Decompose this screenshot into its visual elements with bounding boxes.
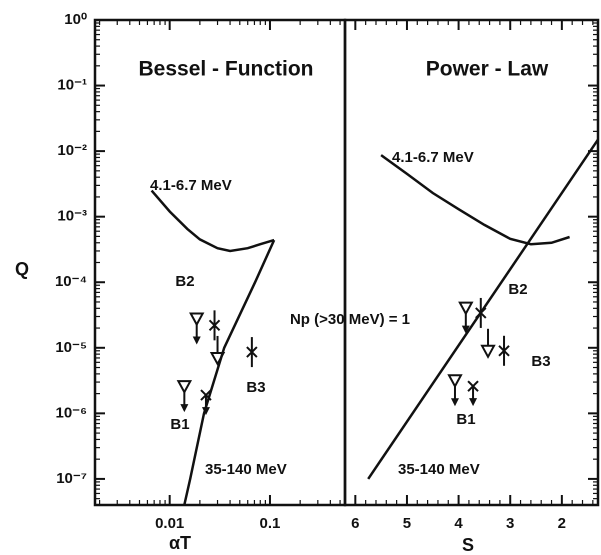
arrow-head bbox=[192, 336, 201, 345]
curve-label: 35-140 MeV bbox=[205, 461, 287, 478]
x-axis-label: αT bbox=[169, 533, 191, 553]
x-axis-label: S bbox=[462, 535, 474, 555]
x-tick-label: 2 bbox=[558, 515, 566, 532]
arrow-head bbox=[201, 407, 210, 416]
curve bbox=[183, 239, 276, 506]
annotation: B2 bbox=[508, 281, 527, 298]
upper-limit-marker bbox=[458, 301, 474, 316]
y-tick-label: 10⁻⁵ bbox=[55, 339, 87, 356]
y-tick-label: 10⁻² bbox=[57, 142, 87, 159]
x-tick-label: 3 bbox=[506, 515, 514, 532]
curve bbox=[380, 154, 570, 246]
y-tick-label: 10⁻⁷ bbox=[56, 470, 87, 487]
annotation: B1 bbox=[170, 416, 189, 433]
upper-limit-marker bbox=[189, 312, 205, 327]
y-tick-label: 10⁻⁶ bbox=[55, 404, 87, 421]
annotation: B3 bbox=[246, 379, 265, 396]
arrow-head bbox=[180, 404, 189, 413]
curve-label: 35-140 MeV bbox=[398, 461, 480, 478]
y-tick-label: 10⁰ bbox=[64, 11, 87, 28]
y-tick-label: 10⁻³ bbox=[57, 208, 87, 225]
x-tick-label: 0.1 bbox=[260, 515, 281, 532]
curve bbox=[150, 189, 275, 253]
upper-limit-marker bbox=[480, 344, 496, 359]
upper-limit-marker bbox=[447, 374, 463, 389]
x-tick-label: 4 bbox=[454, 515, 463, 532]
y-tick-label: 10⁻⁴ bbox=[55, 273, 87, 290]
panel-title: Power - Law bbox=[426, 58, 549, 81]
x-tick-label: 6 bbox=[351, 515, 359, 532]
arrow-head bbox=[469, 398, 478, 407]
panel-title: Bessel - Function bbox=[138, 58, 313, 81]
annotation: B1 bbox=[456, 411, 475, 428]
y-tick-label: 10⁻¹ bbox=[57, 77, 87, 94]
curve-label: 4.1-6.7 MeV bbox=[392, 149, 474, 166]
x-tick-label: 0.01 bbox=[155, 515, 184, 532]
annotation: Np (>30 MeV) = 1 bbox=[290, 311, 410, 328]
arrow-head bbox=[461, 325, 470, 334]
curve-label: 4.1-6.7 MeV bbox=[150, 177, 232, 194]
annotation: B2 bbox=[175, 273, 194, 290]
upper-limit-marker bbox=[176, 380, 193, 395]
annotation: B3 bbox=[531, 353, 550, 370]
arrow-head bbox=[450, 398, 459, 407]
x-tick-label: 5 bbox=[403, 515, 411, 532]
y-axis-label: Q bbox=[15, 259, 29, 279]
